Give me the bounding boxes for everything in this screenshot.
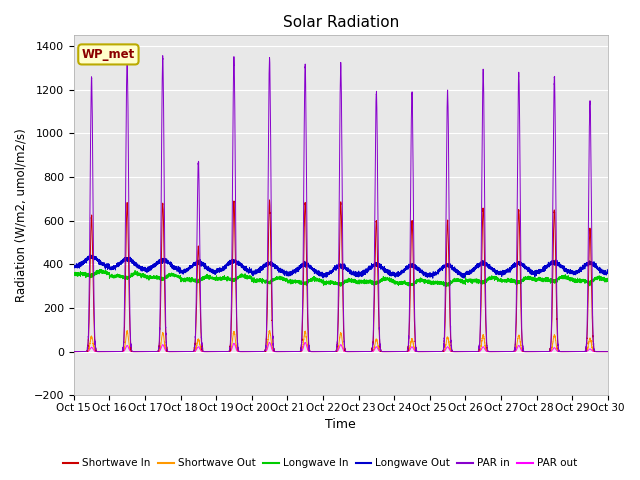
X-axis label: Time: Time [325, 419, 356, 432]
Text: WP_met: WP_met [82, 48, 135, 61]
Legend: Shortwave In, Shortwave Out, Longwave In, Longwave Out, PAR in, PAR out: Shortwave In, Shortwave Out, Longwave In… [58, 454, 582, 472]
Title: Solar Radiation: Solar Radiation [283, 15, 399, 30]
Y-axis label: Radiation (W/m2, umol/m2/s): Radiation (W/m2, umol/m2/s) [15, 128, 28, 302]
